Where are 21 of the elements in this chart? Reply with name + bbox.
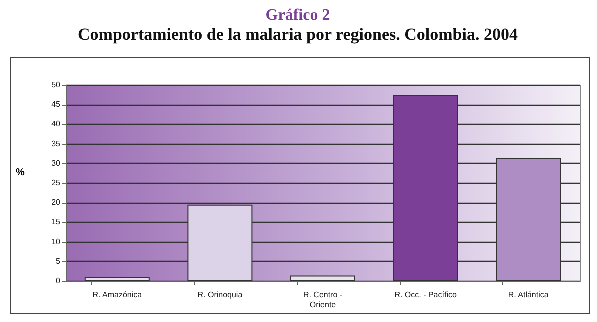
- y-tick-label: 0: [56, 276, 62, 286]
- y-tick-label: 40: [52, 120, 62, 129]
- y-tick-label: 30: [52, 158, 62, 168]
- y-tick-label: 15: [52, 218, 62, 227]
- y-tick-label: 20: [52, 198, 62, 208]
- chart-subtitle: Comportamiento de la malaria por regiones. Colombia. 2004: [78, 25, 518, 44]
- y-tick-label: 5: [56, 256, 62, 266]
- x-tick-label: R. Centro - Oriente: [303, 290, 343, 310]
- x-tick-label: R. Amazónica: [92, 290, 143, 300]
- y-tick-label: 35: [52, 139, 62, 148]
- chart-title: Gráfico 2: [266, 7, 330, 24]
- y-tick-label: 45: [52, 100, 62, 110]
- bar: [290, 276, 356, 282]
- y-tick-label: 25: [52, 178, 62, 188]
- y-axis-title: %: [16, 168, 26, 178]
- x-tick-label: R. Occ. - Pacífico: [394, 290, 458, 300]
- bar: [84, 276, 150, 282]
- x-tick-label: R. Orinoquia: [198, 290, 244, 300]
- y-tick-label: 50: [52, 80, 62, 90]
- x-tick-label: R. Atlántica: [508, 290, 550, 300]
- y-tick-label: 10: [52, 237, 62, 246]
